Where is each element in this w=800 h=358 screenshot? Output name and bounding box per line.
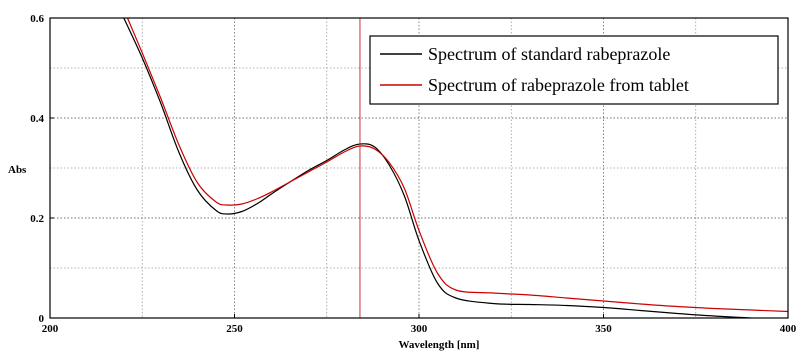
y-tick-label: 0.6 [30, 13, 44, 25]
legend-label-tablet: Spectrum of rabeprazole from tablet [428, 75, 689, 95]
legend-box [369, 35, 779, 105]
y-tick-label: 0.2 [30, 213, 44, 225]
x-tick-label: 250 [226, 323, 243, 335]
x-axis-label: Wavelength [nm] [399, 339, 480, 351]
series-line-tablet [126, 17, 789, 313]
x-tick-label: 350 [595, 323, 612, 335]
y-axis-ticks: 0 0.2 0.4 0.6 [30, 13, 54, 325]
y-tick-label: 0 [39, 313, 45, 325]
legend: Spectrum of standard rabeprazole Spectru… [369, 35, 779, 105]
x-tick-label: 300 [411, 323, 428, 335]
x-tick-label: 200 [42, 323, 59, 335]
y-tick-label: 0.4 [30, 113, 44, 125]
x-tick-label: 400 [780, 323, 797, 335]
x-axis-ticks: 200 250 300 350 400 [42, 314, 797, 335]
y-axis-label: Abs [8, 164, 27, 176]
legend-label-standard: Spectrum of standard rabeprazole [428, 44, 670, 64]
